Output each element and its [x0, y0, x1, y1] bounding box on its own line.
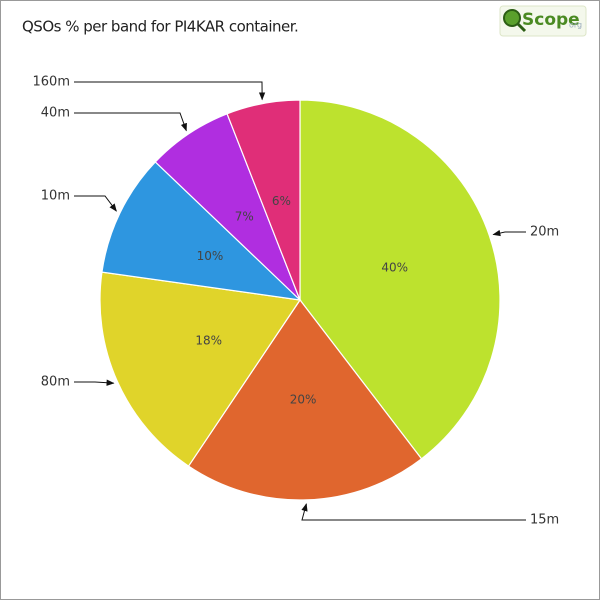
- callout: [492, 229, 526, 237]
- category-label: 20m: [530, 225, 559, 240]
- category-label: 160m: [33, 75, 70, 90]
- logo-text: Scope: [522, 10, 580, 30]
- callout: [74, 112, 187, 132]
- chart-title: QSOs % per band for PI4KAR container.: [22, 18, 298, 36]
- pie-slice: [101, 161, 302, 301]
- value-label: 18%: [195, 333, 222, 347]
- pie-slice: [99, 271, 302, 467]
- callout: [74, 81, 266, 101]
- logo: Scope org: [499, 5, 587, 37]
- pie-slice: [226, 99, 301, 301]
- value-label: 6%: [272, 194, 291, 208]
- pie-slice: [299, 99, 501, 460]
- category-label: 15m: [530, 513, 559, 528]
- value-label: 40%: [381, 260, 408, 274]
- value-label: 20%: [290, 392, 317, 406]
- value-label: 7%: [235, 209, 254, 223]
- callout: [74, 195, 117, 212]
- category-label: 10m: [41, 189, 70, 204]
- logo-suffix: org: [569, 21, 582, 30]
- value-label: 10%: [197, 249, 224, 263]
- callout: [74, 379, 115, 386]
- category-label: 80m: [41, 375, 70, 390]
- pie-slice: [187, 298, 423, 501]
- category-label: 40m: [41, 106, 70, 121]
- callout: [301, 503, 526, 521]
